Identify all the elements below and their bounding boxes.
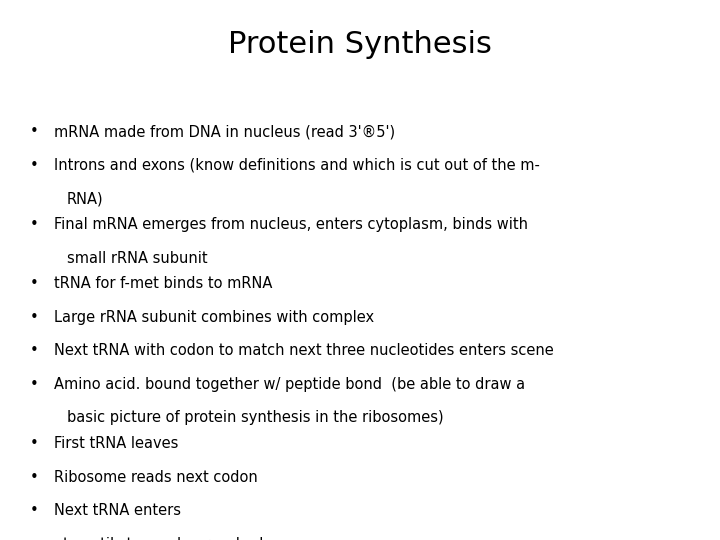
Text: •: • <box>30 470 39 485</box>
Text: •: • <box>30 310 39 325</box>
Text: Introns and exons (know definitions and which is cut out of the m-: Introns and exons (know definitions and … <box>54 158 540 173</box>
Text: basic picture of protein synthesis in the ribosomes): basic picture of protein synthesis in th… <box>67 410 444 426</box>
Text: Next tRNA with codon to match next three nucleotides enters scene: Next tRNA with codon to match next three… <box>54 343 554 359</box>
Text: •: • <box>30 436 39 451</box>
Text: etc until stop codon reached: etc until stop codon reached <box>54 537 264 540</box>
Text: RNA): RNA) <box>67 191 104 206</box>
Text: •: • <box>30 537 39 540</box>
Text: mRNA made from DNA in nucleus (read 3'®5'): mRNA made from DNA in nucleus (read 3'®5… <box>54 124 395 139</box>
Text: Next tRNA enters: Next tRNA enters <box>54 503 181 518</box>
Text: Final mRNA emerges from nucleus, enters cytoplasm, binds with: Final mRNA emerges from nucleus, enters … <box>54 217 528 232</box>
Text: •: • <box>30 343 39 359</box>
Text: •: • <box>30 377 39 392</box>
Text: •: • <box>30 158 39 173</box>
Text: •: • <box>30 217 39 232</box>
Text: Ribosome reads next codon: Ribosome reads next codon <box>54 470 258 485</box>
Text: •: • <box>30 124 39 139</box>
Text: •: • <box>30 276 39 292</box>
Text: Large rRNA subunit combines with complex: Large rRNA subunit combines with complex <box>54 310 374 325</box>
Text: tRNA for f-met binds to mRNA: tRNA for f-met binds to mRNA <box>54 276 272 292</box>
Text: Protein Synthesis: Protein Synthesis <box>228 30 492 59</box>
Text: Amino acid. bound together w/ peptide bond  (be able to draw a: Amino acid. bound together w/ peptide bo… <box>54 377 525 392</box>
Text: First tRNA leaves: First tRNA leaves <box>54 436 179 451</box>
Text: •: • <box>30 503 39 518</box>
Text: small rRNA subunit: small rRNA subunit <box>67 251 207 266</box>
